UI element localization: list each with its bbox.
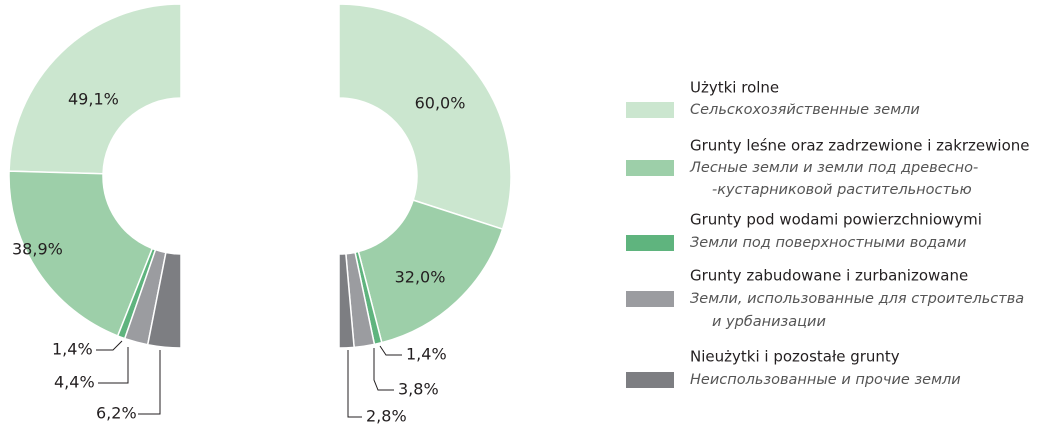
donut-segment xyxy=(8,3,182,175)
value-label: 3,8% xyxy=(398,380,439,399)
legend-subtitle: Лесные земли и земли под древесно- xyxy=(689,160,978,176)
legend-swatch xyxy=(626,291,674,307)
legend-swatch xyxy=(626,160,674,176)
legend-subtitle: Сельскохозяйственные земли xyxy=(690,102,920,118)
legend-label: Grunty zabudowane i zurbanizowane xyxy=(690,267,968,285)
legend-subtitle: Земли, использованные для строительства xyxy=(690,291,1024,307)
value-label: 1,4% xyxy=(52,340,93,359)
value-label: 49,1% xyxy=(68,90,119,109)
leader-line xyxy=(138,350,161,415)
legend-label: Nieużytki i pozostałe grunty xyxy=(690,348,900,366)
legend-swatch xyxy=(626,372,674,388)
leader-line xyxy=(373,348,394,391)
donut-segment xyxy=(338,3,512,231)
leader-line xyxy=(379,345,402,356)
value-label: 60,0% xyxy=(415,94,466,113)
legend-subtitle: Земли под поверхностными водами xyxy=(690,235,966,251)
legend-subtitle: -кустарниковой растительностью xyxy=(712,182,972,198)
value-label: 1,4% xyxy=(406,345,447,364)
leader-line xyxy=(96,340,123,351)
legend-swatch xyxy=(626,102,674,118)
leader-line xyxy=(347,350,362,418)
leader-line xyxy=(98,347,129,384)
legend-subtitle: и урбанизации xyxy=(712,314,826,330)
value-label: 6,2% xyxy=(96,404,137,423)
value-label: 4,4% xyxy=(54,373,95,392)
donut-segment xyxy=(338,252,355,349)
legend-swatch xyxy=(626,235,674,251)
value-label: 2,8% xyxy=(366,407,407,426)
legend-label: Użytki rolne xyxy=(690,79,779,97)
donut-segment xyxy=(8,170,154,337)
legend-label: Grunty pod wodami powierzchniowymi xyxy=(690,211,982,229)
donut-segment xyxy=(357,199,504,344)
legend-subtitle: Неиспользованные и прочие земли xyxy=(690,372,961,388)
value-label: 32,0% xyxy=(395,268,446,287)
legend-label: Grunty leśne oraz zadrzewione i zakrzewi… xyxy=(690,137,1030,155)
donut-segment xyxy=(146,251,182,349)
value-label: 38,9% xyxy=(12,240,63,259)
